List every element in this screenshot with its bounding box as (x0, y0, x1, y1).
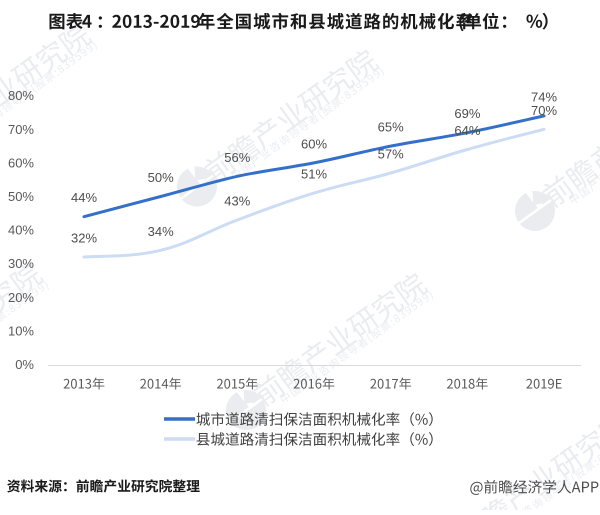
svg-text:56%: 56% (224, 150, 250, 165)
svg-text:80%: 80% (8, 88, 34, 103)
svg-text:30%: 30% (8, 256, 34, 271)
svg-text:51%: 51% (301, 167, 327, 182)
svg-text:74%: 74% (531, 89, 557, 104)
svg-text:43%: 43% (224, 194, 250, 209)
svg-text:60%: 60% (301, 136, 327, 151)
svg-text:65%: 65% (378, 120, 404, 135)
svg-text:20%: 20% (8, 290, 34, 305)
svg-text:32%: 32% (71, 231, 97, 246)
svg-text:64%: 64% (454, 123, 480, 138)
svg-text:70%: 70% (531, 103, 557, 118)
svg-text:44%: 44% (71, 190, 97, 205)
svg-text:70%: 70% (8, 122, 34, 137)
svg-text:50%: 50% (148, 170, 174, 185)
svg-text:57%: 57% (378, 147, 404, 162)
svg-text:69%: 69% (454, 106, 480, 121)
svg-text:40%: 40% (8, 223, 34, 238)
svg-text:10%: 10% (8, 323, 34, 338)
svg-text:0%: 0% (15, 357, 34, 372)
svg-text:50%: 50% (8, 189, 34, 204)
svg-text:60%: 60% (8, 155, 34, 170)
svg-text:34%: 34% (148, 224, 174, 239)
